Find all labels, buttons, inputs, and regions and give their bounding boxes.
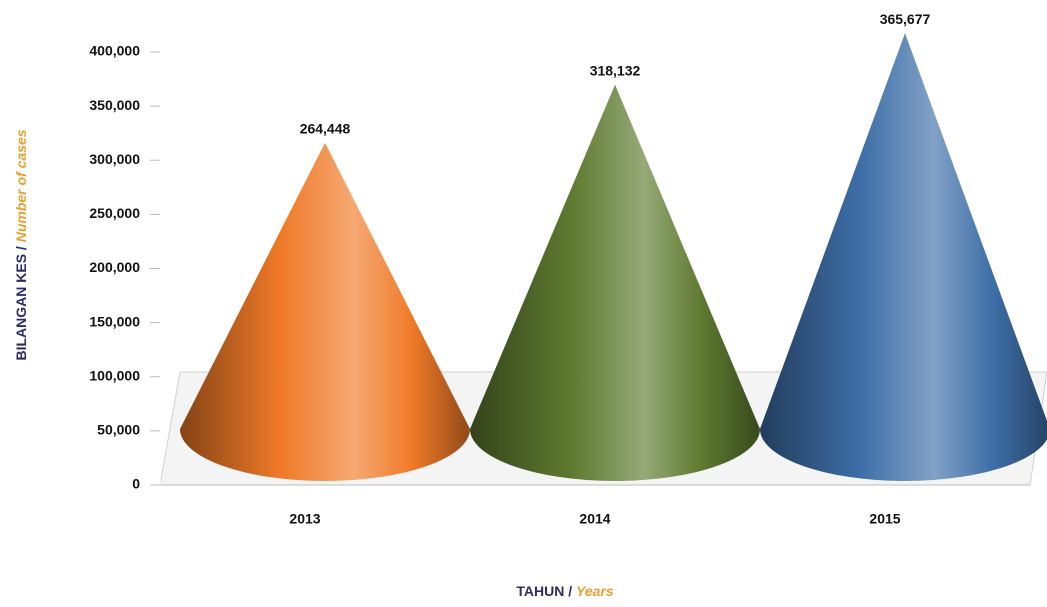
cone xyxy=(180,142,470,481)
x-label-main: TAHUN / xyxy=(516,583,572,599)
y-tick-label: 400,000 xyxy=(89,43,140,59)
y-tick-label: 200,000 xyxy=(89,259,140,275)
y-label-translation: Number of cases xyxy=(13,129,29,242)
y-tick-label: 150,000 xyxy=(89,313,140,329)
y-tick-label: 350,000 xyxy=(89,97,140,113)
y-tick-label: 250,000 xyxy=(89,205,140,221)
x-tick-label: 2014 xyxy=(579,511,610,527)
x-tick-label: 2013 xyxy=(289,511,320,527)
y-axis-label: BILANGAN KES / Number of cases xyxy=(13,129,29,360)
x-axis-label: TAHUN / Years xyxy=(516,583,613,599)
value-label: 318,132 xyxy=(590,62,641,78)
value-label: 365,677 xyxy=(880,11,931,27)
y-tick-label: 300,000 xyxy=(89,151,140,167)
y-label-main: BILANGAN KES / xyxy=(13,246,29,360)
value-label: 264,448 xyxy=(300,120,351,136)
y-tick-label: 0 xyxy=(132,476,140,492)
x-tick-label: 2015 xyxy=(869,511,900,527)
cone xyxy=(470,84,760,482)
x-label-translation: Years xyxy=(576,583,614,599)
y-tick-label: 50,000 xyxy=(97,422,140,438)
y-tick-label: 100,000 xyxy=(89,367,140,383)
cone xyxy=(760,33,1047,481)
